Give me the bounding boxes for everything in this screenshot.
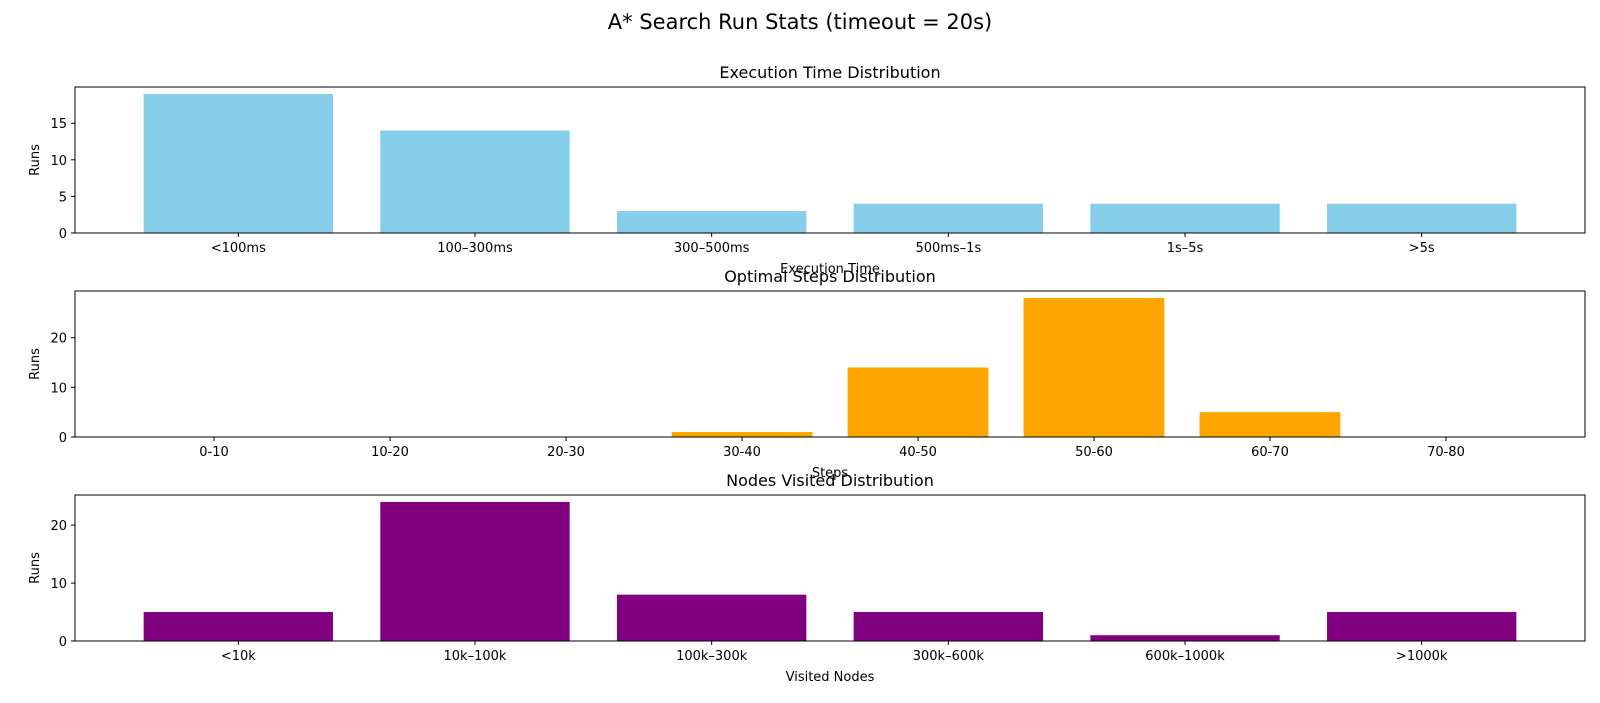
x-tick-label: 40-50 xyxy=(899,445,937,460)
y-axis-label: Runs xyxy=(28,552,43,584)
bar-7 xyxy=(1199,412,1341,437)
x-tick-label: <100ms xyxy=(211,241,266,256)
bar-6 xyxy=(1023,297,1165,437)
y-tick-label: 10 xyxy=(50,154,67,169)
bar-4 xyxy=(853,203,1044,233)
x-tick-label: 100–300ms xyxy=(437,241,513,256)
bar-4 xyxy=(671,432,813,437)
y-tick-label: 10 xyxy=(50,577,67,592)
bar-2 xyxy=(380,130,570,233)
x-axis-label: Visited Nodes xyxy=(786,670,875,685)
x-axis-label: Steps xyxy=(812,466,849,481)
chart-title: Execution Time Distribution xyxy=(719,63,940,82)
y-tick-label: 20 xyxy=(50,332,67,347)
bar-1 xyxy=(143,612,333,641)
x-tick-label: 0-10 xyxy=(199,445,229,460)
chart-title: Nodes Visited Distribution xyxy=(726,471,934,490)
x-tick-label: 70-80 xyxy=(1427,445,1465,460)
bar-5 xyxy=(847,367,989,437)
x-tick-label: 20-30 xyxy=(547,445,585,460)
bar-4 xyxy=(853,612,1044,641)
bar-5 xyxy=(1090,203,1280,233)
bar-5 xyxy=(1090,635,1280,641)
bar-2 xyxy=(380,501,570,641)
x-tick-label: 1s–5s xyxy=(1167,241,1204,256)
x-tick-label: 50-60 xyxy=(1075,445,1113,460)
axes-frame xyxy=(74,494,1586,642)
x-tick-label: 60-70 xyxy=(1251,445,1289,460)
x-tick-label: 300k–600k xyxy=(913,649,985,664)
y-axis-label: Runs xyxy=(28,348,43,380)
x-tick-label: 100k–300k xyxy=(676,649,748,664)
bar-6 xyxy=(1327,612,1517,641)
axes-frame xyxy=(74,290,1586,438)
chart-panel-1: Execution Time Distribution <100ms 100–300… xyxy=(28,63,1586,277)
y-tick-label: 10 xyxy=(50,381,67,396)
x-tick-label: 10k–100k xyxy=(444,649,507,664)
y-tick-label: 0 xyxy=(59,431,67,446)
y-tick-label: 0 xyxy=(59,227,67,242)
chart-panels: Execution Time Distribution <100ms 100–300… xyxy=(28,63,1586,685)
x-tick-label: 30-40 xyxy=(723,445,761,460)
bar-3 xyxy=(616,211,807,233)
y-axis-label: Runs xyxy=(28,144,43,176)
bar-1 xyxy=(143,93,333,233)
chart-title: Optimal Steps Distribution xyxy=(724,267,936,286)
chart-panel-3: Nodes Visited Distribution <10k 10k–100k 10… xyxy=(28,471,1586,685)
x-tick-label: 600k–1000k xyxy=(1145,649,1225,664)
x-tick-label: 300–500ms xyxy=(674,241,750,256)
x-tick-label: <10k xyxy=(221,649,256,664)
x-tick-label: 500ms–1s xyxy=(915,241,981,256)
y-tick-label: 20 xyxy=(50,519,67,534)
y-tick-label: 0 xyxy=(59,635,67,650)
x-axis-label: Execution Time xyxy=(780,262,880,277)
bar-6 xyxy=(1327,203,1517,233)
y-tick-label: 5 xyxy=(59,190,67,205)
x-tick-label: >5s xyxy=(1409,241,1435,256)
x-tick-label: >1000k xyxy=(1396,649,1448,664)
y-tick-label: 15 xyxy=(50,117,67,132)
figure-title: A* Search Run Stats (timeout = 20s) xyxy=(608,10,992,34)
x-tick-label: 10-20 xyxy=(371,445,409,460)
bar-3 xyxy=(616,594,807,641)
chart-panel-2: Optimal Steps Distribution 0-10 10-20 20-30… xyxy=(28,267,1586,481)
